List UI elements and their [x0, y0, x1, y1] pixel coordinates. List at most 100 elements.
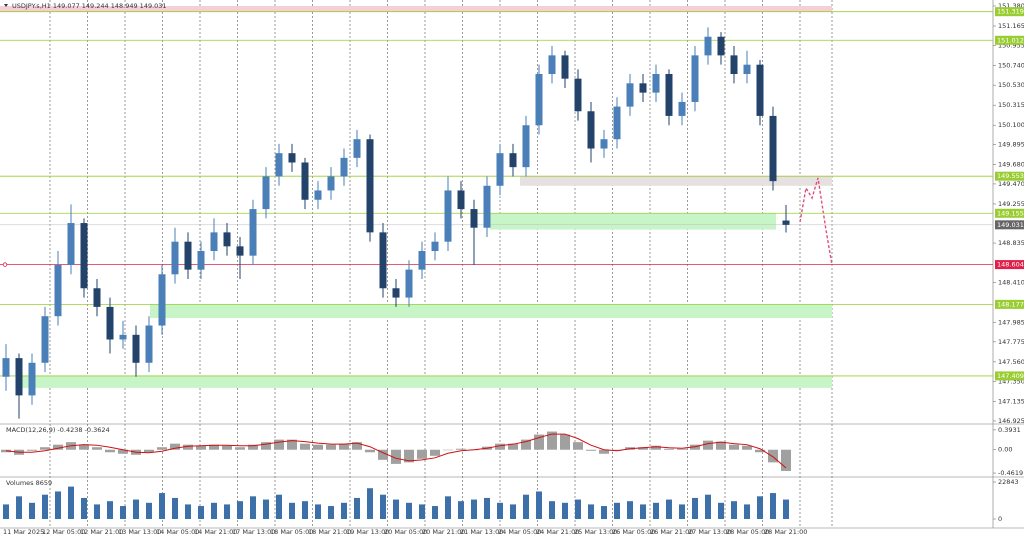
level-label: 151.319: [997, 8, 1024, 16]
y-tick-label: 150.100: [998, 121, 1024, 129]
candle-body: [691, 55, 699, 102]
candle-body: [210, 232, 218, 251]
macd-bar: [456, 448, 466, 450]
volume-bar: [731, 501, 737, 519]
macd-bar: [690, 444, 700, 450]
candle-body: [743, 64, 751, 75]
y-tick-label: 151.380: [998, 2, 1024, 10]
volume-bar: [575, 499, 581, 519]
candle-body: [366, 139, 374, 233]
price-zone: [0, 6, 832, 12]
macd-bar: [235, 447, 245, 450]
candle-body: [80, 223, 88, 289]
candle-body: [353, 139, 361, 158]
candle-body: [639, 83, 647, 93]
y-tick-label: 147.135: [998, 397, 1024, 405]
volume-bar: [679, 504, 685, 519]
volume-bar: [211, 502, 217, 519]
candle-body: [236, 246, 244, 256]
macd-bar: [274, 439, 284, 450]
current-price-label: 149.031: [997, 221, 1024, 229]
macd-bar: [261, 442, 271, 450]
macd-bar: [599, 449, 609, 454]
price-zone: [520, 176, 832, 186]
macd-bar: [27, 449, 37, 451]
x-tick-label: 26 Mar 05:00: [612, 528, 655, 536]
candle-body: [288, 153, 296, 163]
candle-body: [470, 209, 478, 228]
candle-body: [41, 316, 49, 363]
candle-body: [535, 74, 543, 126]
candle-body: [600, 139, 608, 149]
candle-body: [223, 232, 231, 247]
macd-bar: [768, 449, 778, 463]
macd-bar: [79, 444, 89, 450]
volume-bar: [302, 501, 308, 519]
candle-body: [496, 153, 504, 186]
volume-bar: [250, 496, 256, 519]
macd-bar: [560, 434, 570, 450]
candle-body: [262, 176, 270, 210]
volume-bar: [120, 506, 126, 519]
candle-body: [652, 74, 660, 93]
macd-bar: [300, 443, 310, 450]
volume-bar: [276, 494, 282, 519]
macd-bar: [339, 443, 349, 450]
y-tick-label: 149.895: [998, 140, 1024, 148]
y-tick-label: 147.560: [998, 358, 1024, 366]
macd-bar: [742, 445, 752, 450]
candle-body: [93, 288, 101, 307]
candle-body: [327, 176, 335, 191]
volume-bar: [198, 506, 204, 519]
x-tick-label: 11 Mar 2025: [3, 528, 44, 536]
candle-body: [548, 55, 556, 75]
volume-bar: [81, 497, 87, 519]
macd-bar: [664, 448, 674, 450]
candle-body: [340, 157, 348, 177]
y-tick-label: 150.740: [998, 62, 1024, 70]
candle-body: [314, 190, 322, 200]
macd-bar: [586, 449, 596, 451]
level-label: 148.177: [997, 300, 1024, 308]
volume-bar: [471, 499, 477, 519]
price-zone: [490, 213, 776, 230]
x-tick-label: 18 Mar 05:00: [270, 528, 313, 536]
volume-bar: [432, 506, 438, 519]
macd-bar: [534, 434, 544, 450]
macd-bar: [521, 439, 531, 450]
volume-bar: [315, 504, 321, 519]
volume-bar: [16, 496, 22, 519]
forecast-path: [799, 177, 833, 266]
macd-bar: [105, 449, 115, 453]
volume-bar: [653, 502, 659, 519]
volume-bar: [692, 497, 698, 519]
chart-header: USDJPY.s,H1 149.077 149.244 148.949 149.…: [12, 2, 167, 10]
candle-body: [249, 209, 257, 256]
candle-body: [587, 111, 595, 149]
x-tick-label: 24 Mar 21:00: [536, 528, 579, 536]
volume-bar: [718, 502, 724, 519]
macd-bar: [313, 444, 323, 450]
volume-bar: [224, 504, 230, 519]
volume-bar: [328, 506, 334, 519]
volume-bar: [484, 497, 490, 519]
x-tick-label: 28 Mar 05:00: [726, 528, 769, 536]
volume-bar: [3, 504, 9, 519]
candle-body: [184, 241, 192, 270]
macd-bar: [157, 447, 167, 450]
volume-bar: [133, 499, 139, 519]
macd-bar: [417, 449, 427, 459]
macd-bar: [677, 448, 687, 450]
macd-bar: [404, 449, 414, 463]
volume-tick-label: 22843: [998, 478, 1019, 486]
volume-bar: [55, 491, 61, 519]
candle-body: [457, 190, 465, 210]
candle-body: [678, 101, 686, 116]
macd-tick-label: -0.4619: [998, 469, 1023, 477]
macd-tick-label: 0.3931: [998, 426, 1021, 434]
x-tick-label: 14 Mar 21:00: [194, 528, 237, 536]
price-zone: [150, 304, 832, 319]
y-tick-label: 150.955: [998, 42, 1024, 50]
volume-bar: [29, 502, 35, 519]
volume-bar: [562, 502, 568, 519]
